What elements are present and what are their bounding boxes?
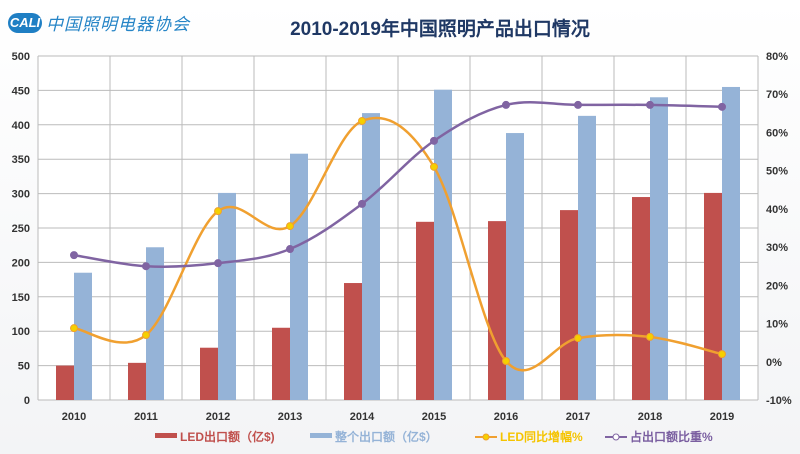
line-point-2018 <box>646 100 654 109</box>
bar-total-2018 <box>650 97 668 400</box>
bar-total-2019 <box>722 86 740 401</box>
y-right-tick-label: 30% <box>766 242 788 254</box>
x-tick-label: 2011 <box>134 411 158 423</box>
x-tick-label: 2013 <box>278 411 302 423</box>
x-tick-label: 2019 <box>710 411 734 423</box>
line-point-2012 <box>214 259 222 268</box>
x-tick-label: 2015 <box>422 411 446 423</box>
y-right-tick-label: 20% <box>766 280 788 292</box>
logo: CALI 中国照明电器协会 <box>8 10 190 35</box>
y-left-tick-label: 400 <box>12 120 30 132</box>
y-left-tick-label: 100 <box>12 326 30 338</box>
legend-label: LED出口额（亿$) <box>180 429 275 444</box>
bar-led-2018 <box>632 197 650 400</box>
y-left-tick-label: 0 <box>24 395 30 407</box>
bar-led-2017 <box>560 210 578 400</box>
y-right-tick-label: 10% <box>766 319 788 331</box>
bar-total-2013 <box>290 153 308 400</box>
y-right-tick-label: 50% <box>766 166 788 178</box>
bar-led-2016 <box>488 221 506 400</box>
legend-label: 整个出口额（亿$） <box>334 429 438 444</box>
bar-total-2017 <box>578 115 596 400</box>
bar-led-2015 <box>416 221 434 400</box>
y-left-tick-label: 250 <box>12 223 30 235</box>
bar-led-2012 <box>200 347 218 400</box>
y-left-tick-label: 300 <box>12 189 30 201</box>
logo-text: 中国照明电器协会 <box>46 15 190 35</box>
line-point-2013 <box>286 245 294 254</box>
bar-total-2012 <box>218 192 236 400</box>
y-right-tick-label: 80% <box>766 51 788 63</box>
bar-led-2019 <box>704 192 722 400</box>
line-point-2017 <box>574 334 582 343</box>
line-point-2010 <box>70 324 78 333</box>
line-point-2019 <box>718 102 726 111</box>
line-point-2016 <box>502 100 510 109</box>
line-point-2019 <box>718 350 726 359</box>
x-tick-label: 2018 <box>638 411 662 423</box>
line-point-2011 <box>142 331 150 340</box>
line-point-2011 <box>142 262 150 271</box>
line-point-2014 <box>358 199 366 208</box>
legend-label: LED同比增幅% <box>500 429 583 444</box>
y-left-tick-label: 350 <box>12 154 30 166</box>
x-tick-label: 2012 <box>206 411 230 423</box>
x-tick-label: 2010 <box>62 411 86 423</box>
legend-swatch <box>155 433 177 438</box>
y-left-tick-label: 450 <box>12 85 30 97</box>
legend-swatch <box>310 433 332 438</box>
line-series-growth <box>73 116 723 372</box>
y-left-tick-label: 500 <box>12 51 30 63</box>
line-point-2018 <box>646 332 654 341</box>
bar-led-2011 <box>128 362 146 400</box>
y-right-tick-label: 0% <box>766 357 782 369</box>
y-right-tick-label: 60% <box>766 127 788 139</box>
bar-total-2010 <box>74 272 92 400</box>
legend-marker <box>612 433 620 441</box>
y-left-tick-label: 200 <box>12 257 30 269</box>
line-point-2017 <box>574 100 582 109</box>
bar-total-2015 <box>434 89 452 400</box>
line-point-2013 <box>286 222 294 231</box>
bar-total-2016 <box>506 133 524 400</box>
y-left-tick-label: 50 <box>18 361 30 373</box>
line-point-2015 <box>430 136 438 145</box>
line-series-share <box>73 100 723 268</box>
x-tick-label: 2016 <box>494 411 518 423</box>
chart-title: 2010-2019年中国照明产品出口情况 <box>290 19 590 40</box>
x-tick-label: 2014 <box>350 411 375 423</box>
x-tick-label: 2017 <box>566 411 590 423</box>
line-point-2012 <box>214 207 222 216</box>
line-point-2016 <box>502 357 510 366</box>
line-point-2015 <box>430 162 438 171</box>
bar-led-2014 <box>344 283 362 400</box>
line-point-2014 <box>358 116 366 125</box>
line-point-2010 <box>70 251 78 260</box>
bar-led-2010 <box>56 365 74 400</box>
bar-led-2013 <box>272 327 290 400</box>
logo-mark: CALI <box>8 12 42 33</box>
legend-marker <box>482 433 490 441</box>
y-right-tick-label: -10% <box>766 395 792 407</box>
y-left-tick-label: 150 <box>12 292 30 304</box>
y-right-tick-label: 70% <box>766 89 788 101</box>
legend-label: 占出口额比重% <box>630 429 713 444</box>
bar-total-2014 <box>362 113 380 400</box>
y-right-tick-label: 40% <box>766 204 788 216</box>
